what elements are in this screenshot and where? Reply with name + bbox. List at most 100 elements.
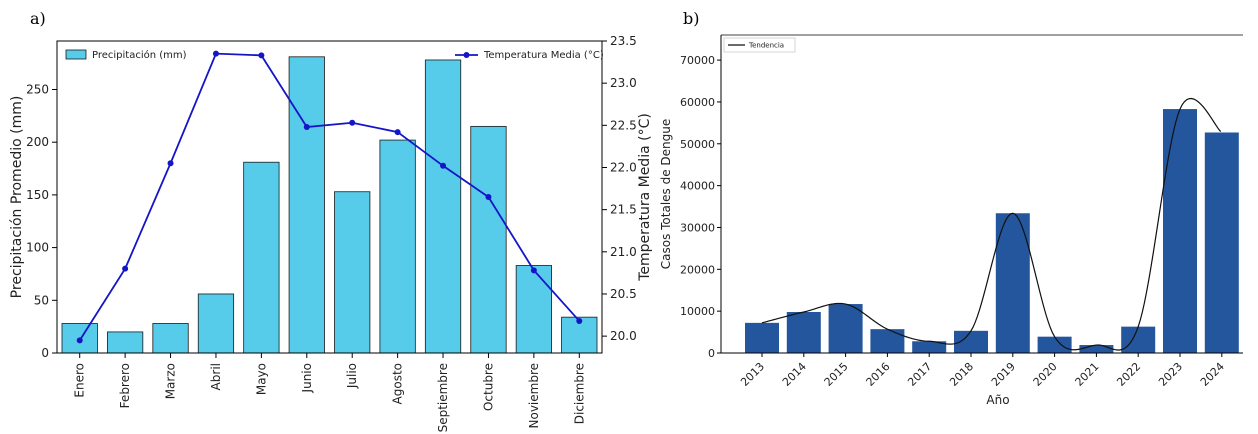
y-tick-label-50000: 50000	[680, 138, 715, 151]
cases-bar-2019	[995, 213, 1030, 353]
right-tick-label-21-5: 21.5	[610, 203, 637, 217]
right-tick-label-20-5: 20.5	[610, 287, 637, 301]
precip-bar-febrero	[107, 331, 144, 354]
x-tick-label-octubre: Octubre	[481, 363, 495, 411]
panel-a-y-ticks-right: 20.0 20.5 21.0 21.5 22.0 22.5 23.0 23.5	[602, 34, 637, 343]
temperature-point-marzo	[167, 160, 174, 167]
x-tick-label-marzo: Marzo	[164, 363, 178, 399]
y-tick-label-60000: 60000	[680, 96, 715, 109]
x-tick-label-febrero: Febrero	[118, 363, 132, 408]
y-tick-label-0: 0	[708, 347, 715, 360]
right-tick-label-23: 23.0	[610, 76, 637, 90]
precip-bar-mayo	[243, 161, 280, 354]
right-tick-label-22: 22.0	[610, 160, 637, 174]
panel-b-legend: Tendencia	[723, 37, 796, 53]
y-tick-label-40000: 40000	[680, 180, 715, 193]
panel-b-y-ticks: 0 10000 20000 30000 40000 50000 60000 70000	[680, 54, 721, 360]
y-tick-label-70000: 70000	[680, 54, 715, 67]
precip-bar-octubre	[470, 125, 507, 354]
y-tick-label-10000: 10000	[680, 305, 715, 318]
panel-a-y-axis-left-title: Precipitación Promedio (mm)	[9, 96, 25, 299]
temperature-line	[78, 52, 580, 341]
panel-b-frame	[720, 34, 1243, 354]
precip-bar-abril	[197, 293, 235, 354]
legend-temperature-label: Temperatura Media (°C)	[483, 50, 604, 61]
cases-bar-2016	[870, 329, 905, 353]
panel-a-frame	[56, 40, 603, 354]
left-tick-label-150: 150	[26, 188, 49, 202]
cases-bar-2023	[1163, 109, 1197, 353]
temperature-point-noviembre	[530, 267, 537, 274]
right-tick-label-20: 20.0	[610, 329, 637, 343]
precip-bar-noviembre	[515, 265, 552, 354]
x-tick-label-enero: Enero	[73, 363, 87, 398]
left-tick-label-250: 250	[26, 82, 49, 96]
x-tick-label-2023: 2023	[1156, 360, 1185, 389]
x-tick-label-2019: 2019	[989, 360, 1018, 389]
x-tick-label-2021: 2021	[1073, 360, 1102, 389]
x-tick-label-2017: 2017	[905, 360, 934, 389]
temperature-point-julio	[349, 119, 356, 126]
right-tick-label-21: 21.0	[610, 245, 637, 259]
temperature-point-febrero	[122, 265, 129, 272]
x-tick-label-mayo: Mayo	[254, 363, 268, 395]
legend-trend-label: Tendencia	[748, 42, 784, 50]
x-tick-label-abril: Abril	[209, 363, 223, 390]
x-tick-label-2013: 2013	[738, 360, 767, 389]
precip-bar-julio	[334, 191, 371, 354]
x-tick-label-2016: 2016	[864, 360, 893, 389]
legend-box	[723, 37, 796, 53]
temperature-point-abril	[212, 50, 219, 57]
legend-precip-swatch	[65, 49, 87, 60]
y-tick-label-20000: 20000	[680, 263, 715, 276]
x-tick-label-2024: 2024	[1198, 360, 1227, 389]
panel-b-bars	[745, 109, 1239, 353]
panel-a-bars	[61, 56, 598, 354]
left-tick-label-0: 0	[41, 346, 49, 360]
left-tick-label-200: 200	[26, 135, 49, 149]
panel-b-x-axis-title: Año	[986, 393, 1009, 407]
panel-a-line	[76, 50, 583, 344]
cases-bar-2015	[828, 304, 863, 353]
legend-precip-label: Precipitación (mm)	[92, 49, 187, 61]
x-tick-label-2015: 2015	[822, 360, 851, 389]
right-tick-label-22-5: 22.5	[610, 118, 637, 132]
x-tick-label-septiembre: Septiembre	[436, 363, 450, 432]
x-tick-label-2014: 2014	[780, 360, 809, 389]
temperature-point-diciembre	[576, 317, 583, 324]
precip-bar-agosto	[379, 139, 416, 354]
right-tick-label-23-5: 23.5	[610, 34, 637, 48]
cases-bar-2020	[1037, 336, 1072, 353]
precip-bar-junio	[288, 56, 325, 354]
panel-b-label: b)	[683, 9, 699, 28]
panel-a-y-axis-right-title: Temperatura Media (°C)	[637, 113, 653, 282]
panel-b-y-axis-title: Casos Totales de Dengue	[659, 119, 673, 270]
panel-b: b) Casos Totales de Dengue Año 0 10000 200…	[659, 9, 1243, 407]
panel-a-label: a)	[30, 9, 46, 28]
y-tick-label-30000: 30000	[680, 221, 715, 234]
legend-temperature-marker	[463, 52, 470, 58]
x-tick-label-2020: 2020	[1031, 360, 1060, 389]
temperature-point-septiembre	[440, 162, 447, 169]
panel-b-trend	[761, 97, 1222, 351]
panel-a-y-ticks-left: 0 50 100 150 200 250	[26, 82, 57, 360]
x-tick-label-diciembre: Diciembre	[572, 363, 586, 424]
trend-line	[761, 97, 1222, 351]
temperature-point-octubre	[485, 194, 492, 200]
precip-bar-marzo	[152, 323, 189, 354]
panel-b-x-ticks: 2013 2014 2015 2016 2017 2018 2019 2020 2021 2022…	[738, 353, 1227, 389]
cases-bar-2024	[1204, 132, 1239, 353]
cases-bar-2017	[912, 341, 947, 353]
x-tick-label-noviembre: Noviembre	[527, 363, 541, 429]
cases-bar-2021	[1079, 345, 1114, 353]
x-tick-label-2022: 2022	[1114, 360, 1143, 389]
x-tick-label-julio: Julio	[345, 363, 359, 389]
x-tick-label-junio: Junio	[300, 363, 314, 393]
x-tick-label-2018: 2018	[947, 360, 976, 389]
temperature-point-junio	[303, 124, 310, 131]
cases-bar-2022	[1121, 326, 1156, 353]
panel-a-x-ticks: Enero Febrero Marzo Abril Mayo Junio Julio Agos…	[73, 353, 586, 432]
temperature-point-mayo	[258, 52, 265, 59]
precip-bar-septiembre	[424, 59, 462, 354]
